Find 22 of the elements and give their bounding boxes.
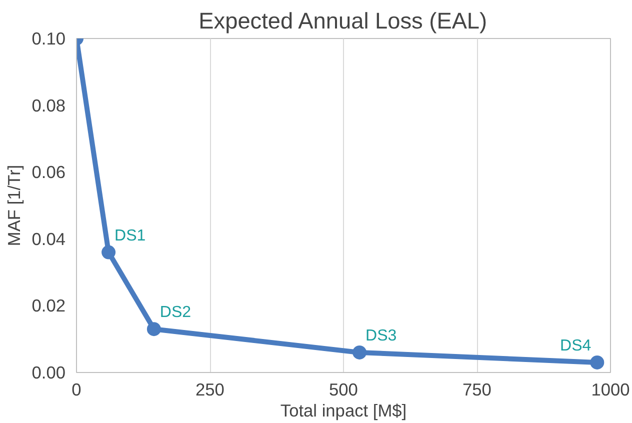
point xyxy=(590,355,604,370)
x-tick-label: 1000 xyxy=(591,380,630,400)
point xyxy=(352,345,367,360)
y-tick-label: 0.06 xyxy=(32,162,66,182)
annotation: DS4 xyxy=(560,337,592,354)
point xyxy=(146,322,161,336)
annotation: DS1 xyxy=(114,227,146,244)
annotation: DS3 xyxy=(366,327,397,344)
x-tick-label: 250 xyxy=(196,380,224,400)
y-tick-label: 0.04 xyxy=(32,228,66,249)
y-axis-title: MAF [1/Tr] xyxy=(4,164,24,246)
y-tick-label: 0.08 xyxy=(32,95,66,116)
y-tick-label: 0.02 xyxy=(32,296,66,316)
x-tick-label: 750 xyxy=(462,380,492,400)
point xyxy=(102,245,116,260)
y-tick-label: 0.10 xyxy=(32,28,66,48)
y-tick-label: 0.00 xyxy=(32,362,66,382)
x-tick-label: 0 xyxy=(72,380,82,400)
x-tick-label: 500 xyxy=(329,380,358,400)
x-axis-title: Total inpact [M$] xyxy=(280,400,407,420)
chart-title: Expected Annual Loss (EAL) xyxy=(198,8,488,34)
annotation: DS2 xyxy=(160,304,192,322)
